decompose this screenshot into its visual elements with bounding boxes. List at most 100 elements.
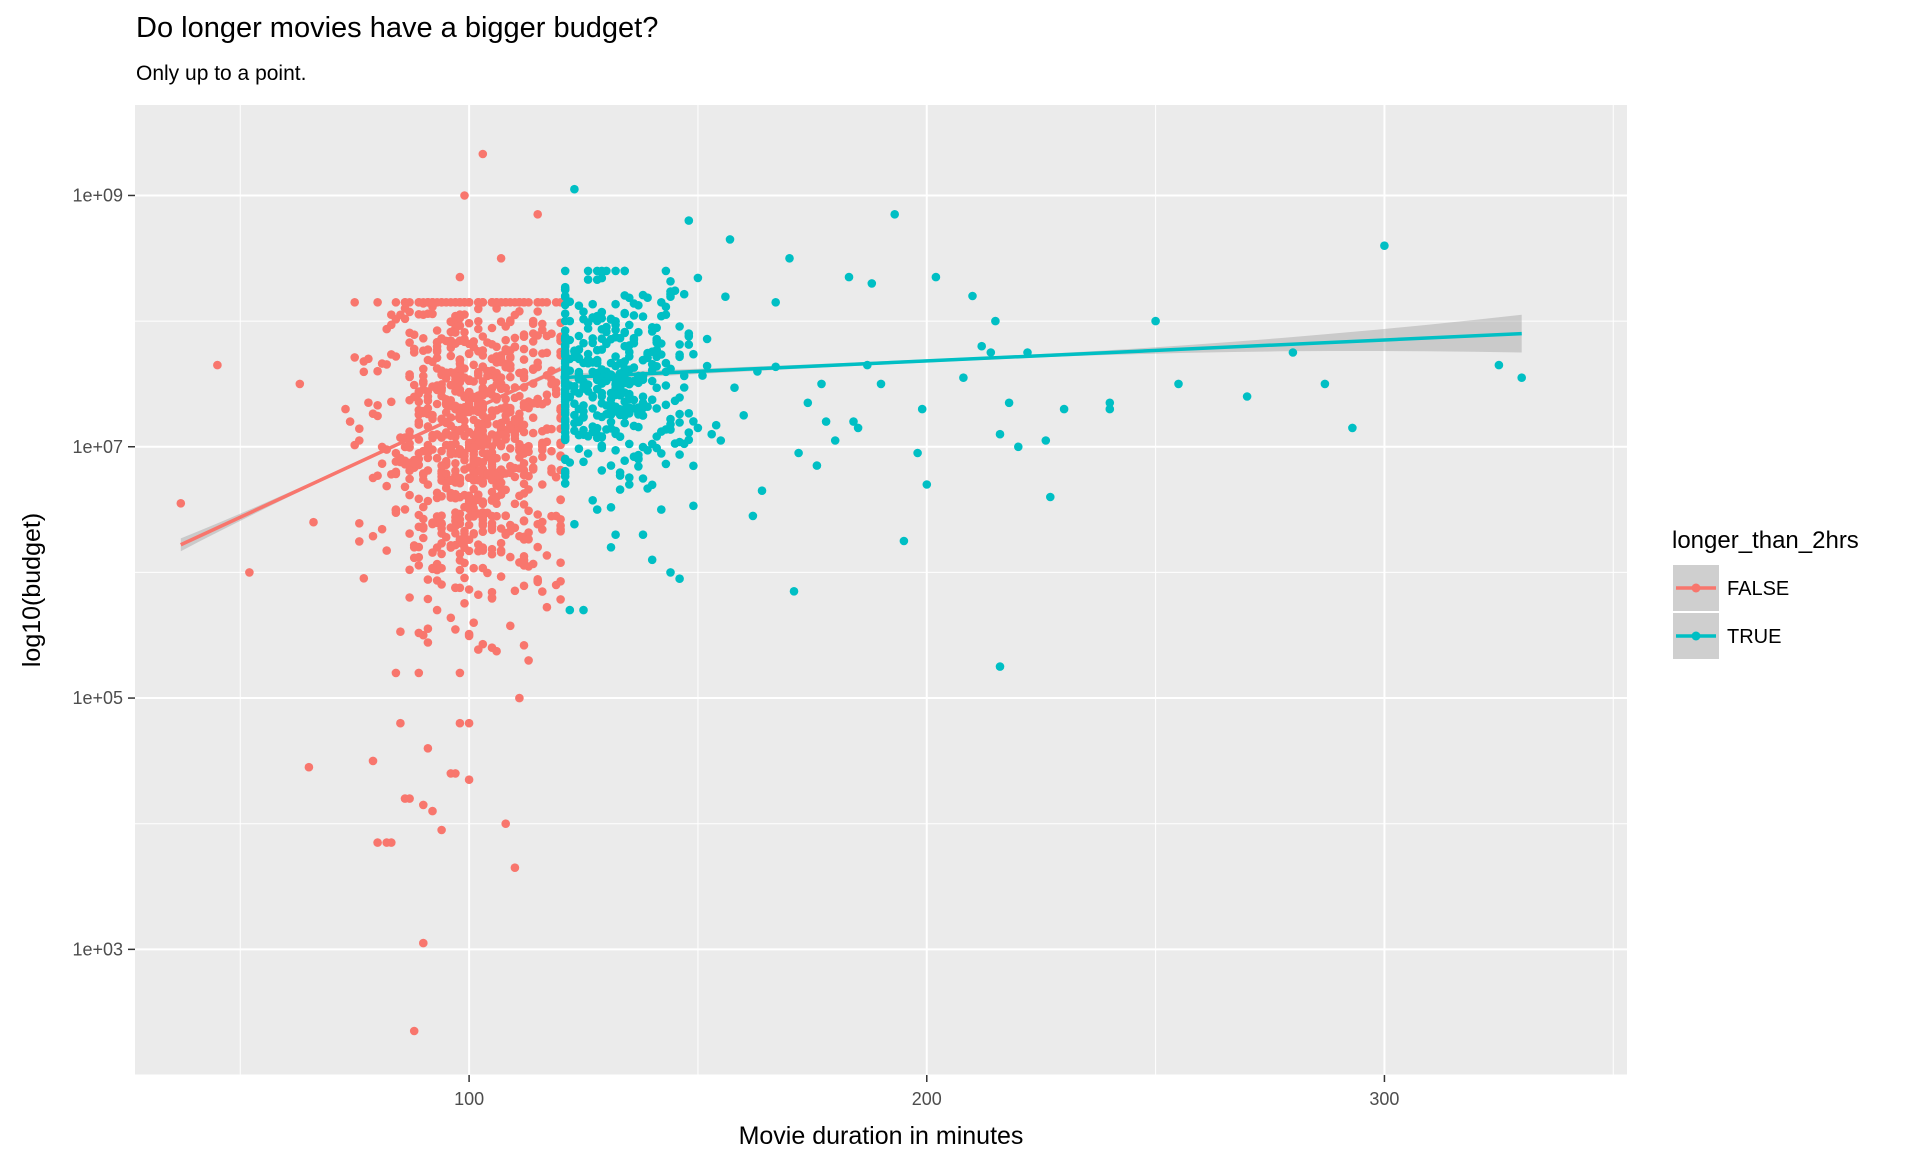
data-point — [455, 565, 465, 575]
data-point — [1014, 442, 1023, 452]
data-point — [391, 467, 401, 477]
data-point — [496, 524, 506, 533]
data-point — [492, 304, 501, 313]
data-point — [451, 375, 460, 385]
data-point — [538, 452, 547, 462]
data-point — [478, 639, 488, 649]
data-point — [419, 800, 428, 810]
data-point — [702, 334, 712, 344]
data-point — [377, 524, 387, 534]
data-point — [428, 563, 437, 573]
data-point — [652, 383, 661, 393]
data-point — [661, 302, 671, 312]
data-point — [451, 459, 460, 468]
data-point — [794, 448, 803, 458]
data-point — [464, 718, 474, 728]
data-point — [551, 472, 561, 482]
data-point — [419, 385, 428, 394]
data-point — [620, 411, 629, 421]
data-point — [451, 583, 460, 593]
data-point — [625, 389, 634, 399]
data-point — [487, 522, 497, 531]
data-point — [441, 532, 451, 542]
legend-entry-false: FALSE — [1673, 565, 1789, 611]
data-point — [304, 762, 314, 772]
data-point — [560, 405, 570, 415]
data-point — [551, 389, 561, 399]
data-point — [524, 528, 533, 537]
data-point — [400, 442, 410, 452]
data-point — [469, 360, 479, 370]
data-point — [487, 460, 497, 470]
data-point — [638, 530, 648, 539]
data-point — [1105, 404, 1115, 414]
data-point — [359, 574, 369, 583]
legend-label: TRUE — [1727, 626, 1781, 648]
data-point — [515, 391, 524, 401]
data-point — [977, 341, 986, 351]
data-point — [455, 272, 465, 282]
data-point — [524, 535, 533, 544]
data-point — [368, 409, 378, 419]
data-point — [432, 605, 442, 615]
data-point — [597, 399, 607, 408]
data-point — [487, 323, 497, 333]
data-point — [625, 473, 634, 482]
data-point — [446, 492, 456, 502]
trend-line-false — [180, 367, 562, 547]
data-point — [501, 415, 511, 425]
data-point — [391, 352, 401, 361]
data-point — [400, 505, 410, 514]
data-point — [606, 358, 616, 368]
data-point — [409, 380, 419, 390]
data-point — [995, 662, 1005, 671]
data-point — [510, 333, 520, 343]
data-point — [474, 419, 483, 428]
data-point — [478, 527, 488, 536]
data-point — [419, 469, 428, 478]
data-point — [391, 298, 401, 307]
data-point — [359, 367, 369, 377]
data-point — [725, 235, 735, 244]
data-point — [647, 439, 657, 449]
data-point — [602, 266, 611, 276]
data-point — [661, 266, 671, 276]
data-point — [652, 404, 661, 413]
data-point — [364, 354, 373, 364]
data-point — [583, 449, 593, 458]
data-point — [606, 424, 616, 433]
data-point — [570, 184, 579, 194]
data-point — [606, 417, 616, 427]
trend-line-true — [560, 331, 1522, 380]
data-point — [538, 480, 547, 489]
data-point — [409, 1026, 419, 1036]
data-point — [803, 398, 813, 408]
data-point — [419, 371, 428, 381]
data-point — [528, 465, 538, 474]
data-point — [455, 549, 465, 558]
data-point — [492, 453, 501, 463]
data-point — [1059, 404, 1069, 414]
data-point — [515, 298, 524, 307]
data-point — [423, 309, 433, 319]
y-tick-label: 1e+09 — [72, 185, 123, 205]
data-point — [538, 319, 547, 329]
data-point — [634, 454, 643, 463]
data-point — [611, 380, 620, 390]
data-point — [670, 286, 680, 296]
data-point — [629, 311, 639, 320]
data-point — [345, 417, 355, 426]
data-point — [560, 433, 570, 443]
data-point — [538, 349, 547, 358]
data-point — [419, 475, 428, 485]
data-point — [396, 310, 405, 320]
data-point — [519, 355, 529, 364]
data-point — [478, 149, 488, 159]
data-point — [647, 395, 657, 405]
data-point — [519, 581, 529, 591]
data-point — [510, 499, 520, 509]
data-point — [419, 502, 428, 512]
data-point — [684, 428, 694, 437]
data-point — [625, 379, 634, 389]
data-point — [474, 590, 483, 599]
